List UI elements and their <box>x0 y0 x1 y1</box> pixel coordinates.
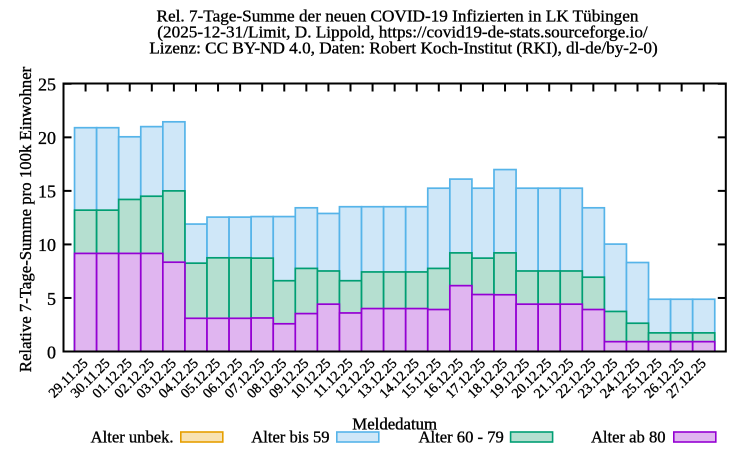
svg-text:Meldedatum: Meldedatum <box>352 415 437 434</box>
svg-text:20: 20 <box>38 128 56 148</box>
svg-text:Alter 60 - 79: Alter 60 - 79 <box>419 427 504 446</box>
svg-text:0: 0 <box>47 342 56 362</box>
svg-text:Alter unbek.: Alter unbek. <box>91 427 174 446</box>
svg-text:25: 25 <box>38 75 56 95</box>
svg-text:Lizenz: CC BY-ND 4.0, Daten: R: Lizenz: CC BY-ND 4.0, Daten: Robert Koch… <box>149 39 657 58</box>
svg-text:10: 10 <box>38 235 56 255</box>
svg-text:Alter bis 59: Alter bis 59 <box>251 427 329 446</box>
svg-text:15: 15 <box>38 182 56 202</box>
svg-text:Relative 7-Tage-Summe pro 100k: Relative 7-Tage-Summe pro 100k Einwohner <box>16 66 35 372</box>
svg-text:(2025-12-31/Limit, D. Lippold,: (2025-12-31/Limit, D. Lippold, https://c… <box>157 23 648 42</box>
svg-text:Alter ab 80: Alter ab 80 <box>591 427 666 446</box>
svg-text:5: 5 <box>47 289 56 309</box>
svg-text:Rel. 7-Tage-Summe der neuen CO: Rel. 7-Tage-Summe der neuen COVID-19 Inf… <box>157 7 639 26</box>
